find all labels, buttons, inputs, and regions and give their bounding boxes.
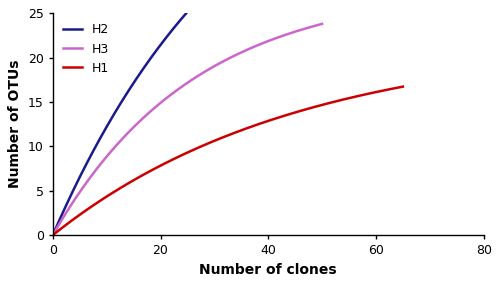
H3 xyxy=(312,24,318,27)
Legend: H2, H3, H1: H2, H3, H1 xyxy=(59,20,112,79)
H2 xyxy=(165,34,171,37)
H3 xyxy=(319,22,325,26)
H1 xyxy=(239,128,245,132)
H2 xyxy=(194,0,200,3)
H1 xyxy=(336,99,342,102)
H3 xyxy=(270,37,276,41)
Line: H3: H3 xyxy=(53,24,322,235)
H1 xyxy=(258,121,264,125)
H3 xyxy=(178,86,184,89)
Y-axis label: Number of OTUs: Number of OTUs xyxy=(8,60,22,188)
H3 xyxy=(210,65,216,69)
H3 xyxy=(196,74,202,77)
H2 xyxy=(166,32,172,35)
X-axis label: Number of clones: Number of clones xyxy=(200,263,337,277)
H2 xyxy=(181,14,187,18)
Line: H2: H2 xyxy=(53,0,295,235)
H1 xyxy=(50,233,56,237)
H3 xyxy=(50,233,56,237)
H3 xyxy=(180,85,186,88)
Line: H1: H1 xyxy=(53,87,403,235)
H1 xyxy=(400,85,406,88)
H2 xyxy=(50,233,56,237)
H1 xyxy=(216,137,222,141)
H1 xyxy=(218,136,224,140)
H1 xyxy=(392,87,398,90)
